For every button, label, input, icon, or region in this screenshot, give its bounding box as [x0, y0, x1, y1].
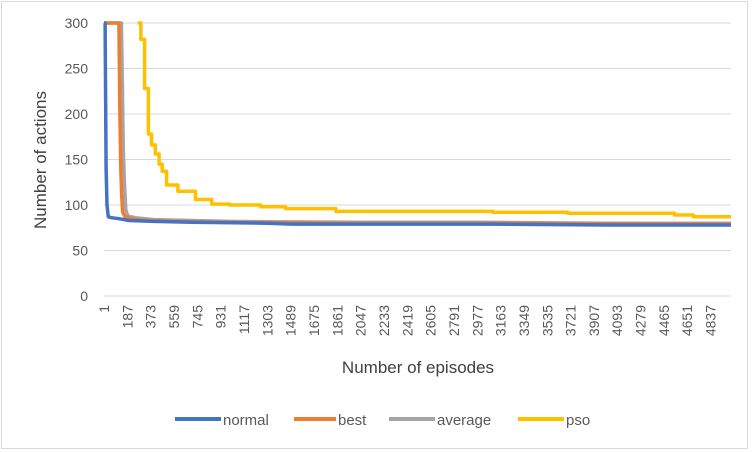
series-line-average — [104, 21, 731, 225]
y-tick-label: 50 — [72, 243, 88, 259]
y-tick-label: 150 — [65, 152, 89, 168]
x-tick-label: 1303 — [259, 305, 275, 336]
series-line-best — [104, 21, 732, 226]
y-tick-label: 300 — [65, 15, 89, 31]
x-tick-label: 2791 — [446, 305, 462, 336]
y-tick-labels: 0 50 100 150 200 250 300 — [65, 15, 89, 304]
x-tick-label: 559 — [166, 305, 182, 329]
x-tick-label: 1489 — [283, 305, 299, 336]
x-tick-label: 3535 — [539, 305, 555, 336]
legend-item-pso: pso — [518, 412, 590, 429]
legend-label: average — [437, 412, 491, 429]
series-lines — [103, 21, 732, 227]
x-tick-label: 4837 — [703, 305, 719, 336]
x-tick-label: 1675 — [306, 305, 322, 336]
x-tick-label: 4651 — [679, 305, 695, 336]
x-tick-labels: 1 187 373 559 745 931 1117 1303 1489 1675 1861 2047… — [96, 305, 719, 336]
x-tick-label: 1117 — [236, 305, 252, 334]
y-tick-label: 250 — [65, 61, 89, 77]
legend: normal best average pso — [175, 412, 590, 429]
series-line-pso — [137, 21, 731, 219]
legend-label: best — [338, 412, 367, 429]
x-tick-label: 3349 — [516, 305, 532, 336]
x-tick-label: 2977 — [469, 305, 485, 336]
legend-item-normal: normal — [175, 412, 269, 429]
x-tick-label: 4279 — [633, 305, 649, 336]
x-tick-label: 4093 — [609, 305, 625, 336]
x-tick-label: 2419 — [399, 305, 415, 336]
x-tick-label: 931 — [213, 305, 229, 329]
y-tick-label: 0 — [80, 288, 88, 304]
x-tick-label: 373 — [143, 305, 159, 329]
legend-item-average: average — [389, 412, 491, 429]
x-tick-label: 3163 — [493, 305, 509, 336]
x-tick-label: 745 — [189, 305, 205, 329]
y-tick-label: 100 — [65, 197, 89, 213]
x-axis-title: Number of episodes — [342, 358, 494, 377]
legend-label: normal — [223, 412, 269, 429]
x-tick-label: 2233 — [376, 305, 392, 336]
x-tick-label: 3907 — [586, 305, 602, 336]
legend-item-best: best — [294, 412, 367, 429]
x-tick-label: 4465 — [656, 305, 672, 336]
x-tick-label: 2047 — [353, 305, 369, 336]
x-tick-label: 1861 — [329, 305, 345, 336]
legend-label: pso — [566, 412, 590, 429]
x-tick-label: 3721 — [563, 305, 579, 336]
x-tick-label: 187 — [119, 305, 135, 329]
series-line-normal — [103, 21, 731, 227]
x-tick-label: 2605 — [423, 305, 439, 336]
y-axis-title: Number of actions — [31, 91, 50, 229]
gridlines — [104, 22, 731, 251]
y-tick-label: 200 — [65, 106, 89, 122]
x-tick-label: 1 — [96, 305, 112, 313]
